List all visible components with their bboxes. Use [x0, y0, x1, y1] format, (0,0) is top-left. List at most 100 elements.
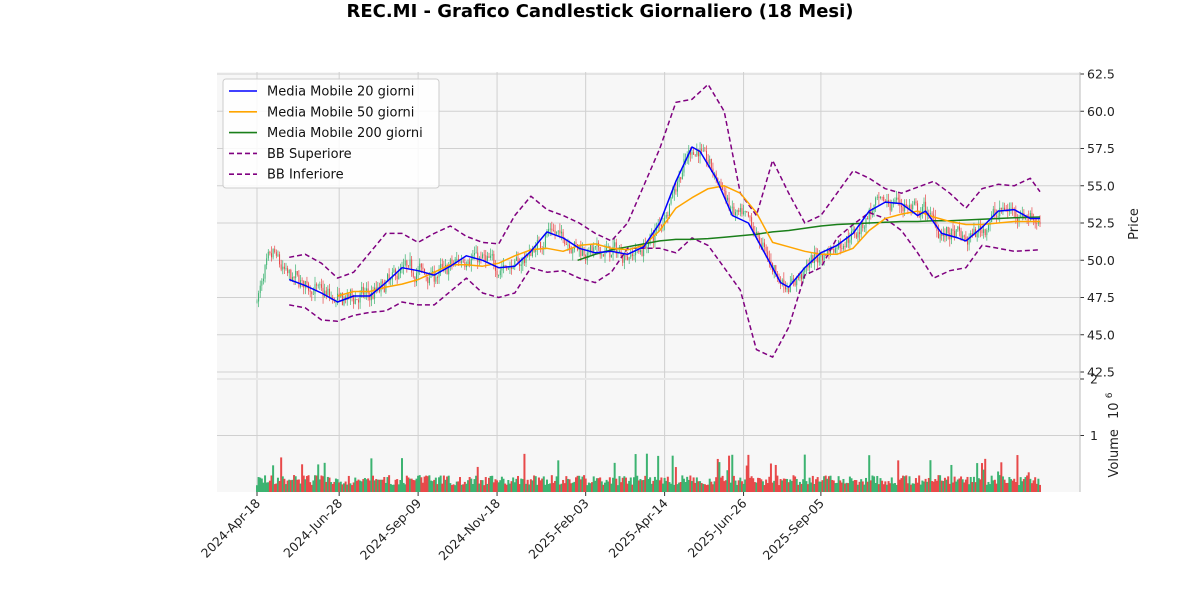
- volume-bar: [736, 484, 739, 492]
- date-tick-label: 2024-Jun-28: [280, 495, 345, 560]
- candle-body: [610, 254, 612, 258]
- volume-bar: [1039, 484, 1041, 492]
- candle-body: [907, 205, 909, 209]
- volume-bar: [272, 465, 275, 492]
- candle-body: [477, 252, 479, 263]
- candle-body: [622, 256, 624, 263]
- volume-bar: [940, 480, 943, 492]
- volume-bar: [827, 476, 830, 492]
- candle-body: [826, 249, 828, 256]
- volume-bar: [637, 480, 640, 492]
- legend-label: Media Mobile 20 giorni: [267, 85, 414, 100]
- candle-body: [813, 252, 815, 264]
- candle-body: [271, 253, 272, 258]
- candle-body: [892, 202, 894, 205]
- candle-body: [1012, 207, 1014, 209]
- volume-tick-label: 1: [1090, 428, 1098, 443]
- volume-bar: [536, 484, 539, 492]
- volume-bar: [802, 479, 805, 492]
- volume-bar: [314, 475, 316, 492]
- candle-body: [680, 177, 682, 180]
- volume-bar: [499, 480, 502, 492]
- volume-bar: [468, 477, 471, 492]
- candle-body: [288, 269, 290, 274]
- candle-body: [512, 266, 514, 270]
- volume-bar: [657, 455, 660, 492]
- volume-bar: [504, 483, 507, 492]
- candle-body: [834, 248, 836, 253]
- volume-bar: [787, 482, 790, 492]
- volume-bar: [926, 481, 929, 492]
- volume-bar: [1008, 477, 1011, 492]
- candle-body: [759, 236, 761, 245]
- volume-bar: [876, 475, 879, 492]
- volume-bar: [968, 484, 971, 492]
- candle-body: [293, 277, 295, 279]
- candle-body: [678, 177, 680, 182]
- volume-bar: [334, 478, 337, 492]
- volume-bar: [623, 476, 626, 492]
- volume-bar: [578, 475, 581, 492]
- candle-body: [928, 213, 930, 215]
- volume-bar: [665, 480, 668, 492]
- volume-bar: [534, 476, 537, 492]
- candle-body: [733, 206, 735, 216]
- candle-body: [396, 275, 398, 280]
- volume-bar: [270, 475, 273, 492]
- candle-body: [710, 158, 712, 169]
- volume-bar: [663, 477, 666, 492]
- candle-body: [799, 274, 801, 279]
- candle-body: [451, 259, 453, 265]
- candle-body: [894, 200, 896, 203]
- candle-body: [981, 230, 983, 234]
- volume-bar: [839, 480, 842, 492]
- volume-bar: [517, 475, 519, 492]
- volume-bar: [1019, 477, 1022, 492]
- candle-body: [1002, 207, 1004, 210]
- volume-bar: [304, 479, 307, 492]
- volume-bar: [318, 479, 321, 492]
- volume-bar: [273, 484, 276, 492]
- candle-body: [764, 242, 765, 248]
- volume-bar: [856, 484, 859, 492]
- candle-body: [499, 270, 501, 276]
- volume-bar: [413, 480, 416, 492]
- candle-body: [997, 216, 999, 217]
- volume-bar: [861, 481, 864, 492]
- candle-body: [749, 216, 751, 218]
- candle-body: [810, 255, 812, 265]
- volume-bar: [773, 480, 776, 492]
- volume-bar: [819, 481, 822, 492]
- volume-bar: [430, 480, 432, 492]
- candle-body: [427, 276, 429, 284]
- volume-bar: [629, 477, 632, 492]
- candle-body: [441, 263, 443, 268]
- candle-body: [1004, 207, 1006, 211]
- candle-body: [1039, 221, 1041, 225]
- candle-body: [474, 253, 475, 256]
- volume-bar: [544, 484, 547, 492]
- volume-bar: [752, 478, 755, 492]
- volume-bar: [718, 462, 721, 492]
- volume-bar: [636, 475, 639, 492]
- volume-bar: [586, 485, 589, 492]
- candle-body: [627, 256, 629, 260]
- volume-bar: [950, 464, 953, 492]
- volume-bar: [552, 482, 555, 492]
- candle-body: [393, 269, 395, 273]
- candle-body: [644, 244, 646, 249]
- volume-bar: [645, 453, 648, 492]
- candle-body: [809, 264, 811, 268]
- chart-title: REC.MI - Grafico Candlestick Giornaliero…: [346, 1, 853, 22]
- volume-bar: [660, 477, 663, 492]
- candle-body: [382, 281, 384, 283]
- candle-body: [859, 232, 861, 235]
- volume-bar: [908, 476, 911, 492]
- candle-body: [540, 241, 542, 249]
- volume-bar: [359, 480, 362, 492]
- volume-bar: [884, 481, 887, 492]
- volume-bar: [865, 477, 867, 492]
- volume-bar: [526, 479, 529, 492]
- volume-bar: [807, 484, 809, 492]
- volume-bar: [542, 476, 545, 492]
